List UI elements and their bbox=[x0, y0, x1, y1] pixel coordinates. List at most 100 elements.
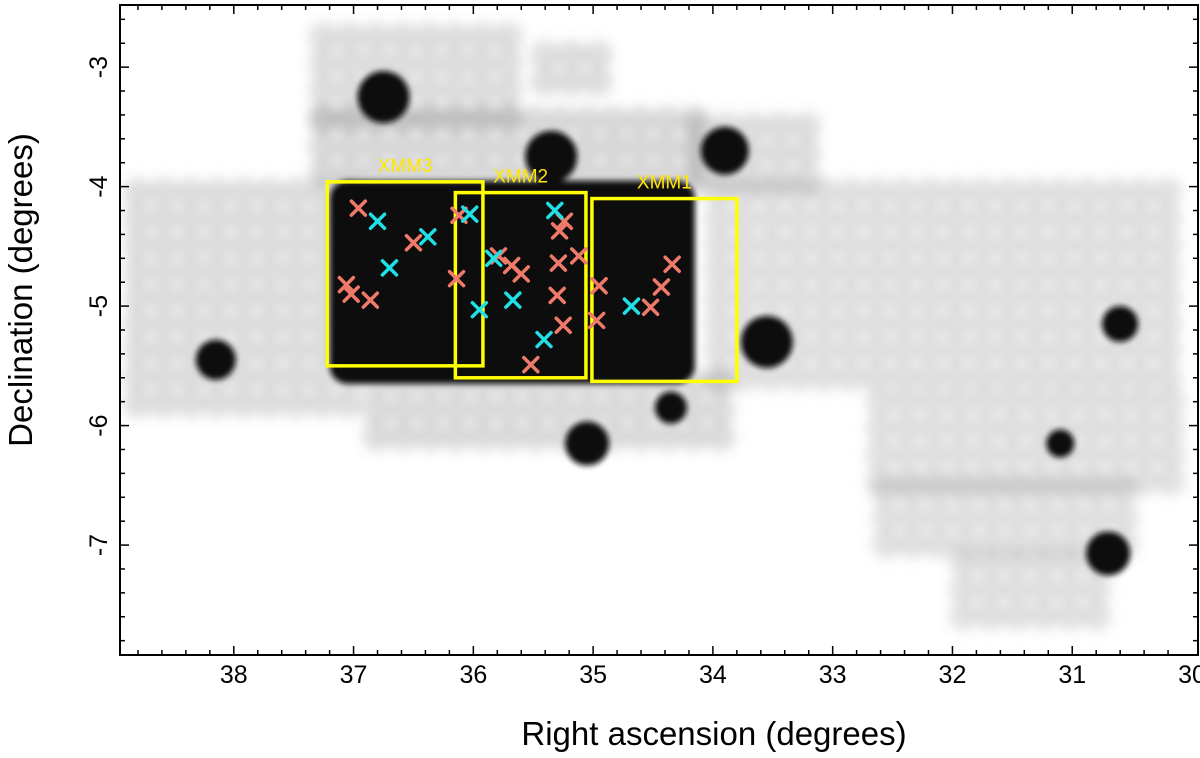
coverage-tile bbox=[440, 74, 471, 105]
coverage-tile bbox=[573, 395, 604, 426]
coverage-tile bbox=[835, 335, 866, 366]
coverage-tile bbox=[1151, 177, 1182, 208]
marker-point bbox=[504, 291, 522, 309]
coverage-tile bbox=[941, 335, 971, 366]
coverage-tile bbox=[967, 361, 998, 392]
coverage-tile bbox=[467, 421, 498, 452]
coverage-tile bbox=[149, 361, 180, 392]
field-label-xmm2: XMM2 bbox=[493, 167, 548, 188]
coverage-tile bbox=[782, 230, 813, 261]
y-tick-label: -4 bbox=[85, 175, 113, 197]
coverage-tile bbox=[993, 282, 1024, 313]
coverage-tile bbox=[738, 111, 769, 142]
coverage-tile bbox=[387, 22, 418, 53]
marker-point bbox=[550, 222, 569, 240]
coverage-tile bbox=[705, 368, 736, 399]
coverage-tile bbox=[149, 282, 180, 313]
coverage-tile bbox=[888, 230, 919, 261]
coverage-tile bbox=[149, 256, 180, 287]
coverage-tile bbox=[809, 282, 840, 313]
coverage-tile bbox=[1020, 203, 1051, 234]
coverage-tile bbox=[149, 309, 180, 339]
marker-point bbox=[461, 205, 479, 223]
coverage-tile bbox=[1020, 282, 1051, 313]
axis-tick-labels: 38 37 36 35 34 33 32 31 30 -3 -4 -5 -6 -7 bbox=[85, 56, 1200, 689]
coverage-tile bbox=[1020, 230, 1051, 261]
coverage-tile bbox=[228, 256, 259, 287]
coverage-tile bbox=[756, 282, 787, 313]
coverage-tile bbox=[1155, 413, 1186, 443]
marker-point bbox=[663, 255, 681, 274]
coverage-tile bbox=[967, 230, 998, 261]
coverage-tile bbox=[1125, 361, 1156, 392]
coverage-tile bbox=[1102, 439, 1133, 470]
coverage-tile bbox=[547, 395, 577, 426]
field-box-xmm1 bbox=[590, 196, 739, 384]
coverage-tile bbox=[1099, 361, 1130, 392]
coverage-tile bbox=[228, 309, 259, 339]
x-tick-label: 31 bbox=[1058, 661, 1086, 689]
coverage-tile bbox=[1054, 574, 1085, 605]
coverage-tile bbox=[1099, 256, 1130, 287]
coverage-tile bbox=[730, 230, 761, 261]
coverage-tile bbox=[1046, 256, 1077, 287]
axis-ticks bbox=[120, 5, 1198, 655]
coverage-tile bbox=[582, 66, 613, 97]
coverage-tile bbox=[467, 395, 498, 426]
marker-point bbox=[368, 212, 387, 231]
coverage-tile bbox=[703, 177, 734, 208]
coverage-tile bbox=[202, 177, 232, 208]
coverage-tile bbox=[228, 387, 259, 418]
coverage-tile bbox=[335, 48, 365, 79]
coverage-tile bbox=[678, 395, 709, 426]
coverage-tile bbox=[897, 528, 928, 559]
marker-point bbox=[652, 278, 671, 296]
coverage-tile bbox=[1020, 177, 1051, 208]
deep-pointing bbox=[740, 315, 793, 368]
coverage-tile bbox=[1046, 177, 1077, 208]
coverage-tile bbox=[1076, 386, 1107, 417]
coverage-tile bbox=[175, 203, 206, 234]
marker-point bbox=[419, 228, 437, 246]
coverage-tile bbox=[967, 309, 998, 339]
marker-point bbox=[548, 286, 566, 305]
coverage-tile bbox=[254, 177, 285, 208]
coverage-tile bbox=[1002, 600, 1033, 631]
coverage-tile bbox=[361, 22, 392, 53]
coverage-tile bbox=[388, 421, 419, 452]
coverage-tile bbox=[652, 421, 683, 452]
marker-point bbox=[546, 201, 564, 220]
coverage-tile bbox=[1072, 177, 1103, 208]
coverage-tile bbox=[651, 132, 682, 163]
coverage-tile bbox=[1023, 413, 1054, 443]
coverage-tile bbox=[123, 361, 153, 392]
coverage-tile bbox=[123, 256, 153, 287]
coverage-tile bbox=[835, 361, 866, 392]
coverage-tile bbox=[977, 476, 1007, 507]
marker-point bbox=[470, 300, 489, 319]
coverage-tile bbox=[123, 335, 153, 366]
coverage-tile bbox=[572, 105, 603, 136]
coverage-tile bbox=[950, 502, 981, 533]
coverage-tile bbox=[1099, 335, 1130, 366]
coverage-tile bbox=[993, 256, 1024, 287]
coverage-tile bbox=[949, 574, 980, 605]
coverage-tile bbox=[530, 66, 561, 97]
x-tick-label: 34 bbox=[699, 661, 727, 689]
coverage-tile bbox=[1108, 502, 1139, 533]
coverage-tile bbox=[254, 230, 285, 261]
coverage-tile bbox=[993, 335, 1024, 366]
coverage-tile bbox=[1046, 361, 1077, 392]
coverage-tile bbox=[556, 40, 587, 71]
coverage-tile bbox=[1046, 335, 1077, 366]
coverage-tile bbox=[891, 386, 922, 417]
coverage-tile bbox=[228, 230, 259, 261]
coverage-tile bbox=[971, 413, 1001, 443]
coverage-tile bbox=[835, 177, 866, 208]
coverage-tile bbox=[494, 421, 525, 452]
x-tick-label: 32 bbox=[939, 661, 967, 689]
coverage-tile bbox=[888, 361, 919, 392]
marker-point bbox=[522, 355, 540, 374]
coverage-tile bbox=[202, 282, 232, 313]
coverage-tile bbox=[556, 66, 587, 97]
